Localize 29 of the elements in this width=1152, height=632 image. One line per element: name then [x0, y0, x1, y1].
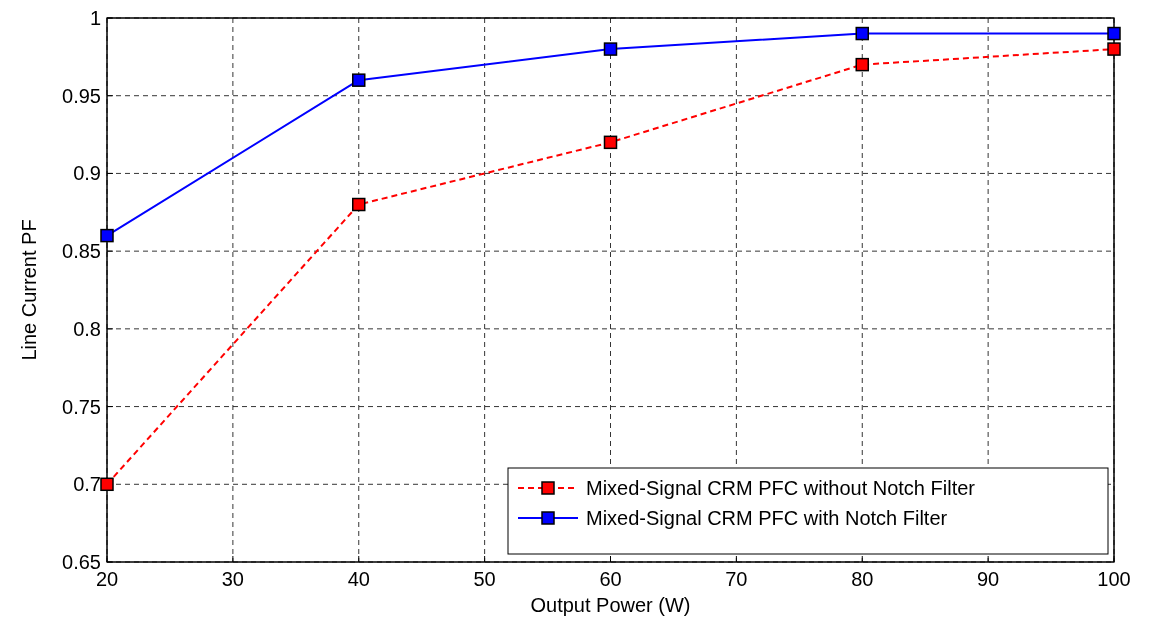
x-tick-label: 40: [347, 568, 370, 590]
point: [1107, 42, 1121, 56]
legend-label: Mixed-Signal CRM PFC with Notch Filter: [586, 507, 948, 529]
y-tick-label: 0.95: [62, 84, 101, 107]
y-tick-label: 0.8: [73, 317, 101, 340]
x-axis-title: Output Power (W): [530, 594, 691, 616]
y-tick-label: 1: [89, 7, 101, 29]
point: [855, 57, 869, 72]
point: [603, 135, 618, 150]
y-tick-label: 0.85: [62, 240, 101, 263]
point: [352, 197, 366, 212]
point: [100, 477, 114, 492]
point: [100, 228, 114, 243]
legend-label: Mixed-Signal CRM PFC without Notch Filter: [586, 477, 976, 499]
y-tick-label: 0.9: [73, 162, 101, 185]
point: [352, 73, 366, 87]
x-tick-label: 90: [977, 568, 1000, 590]
x-tick-label: 100: [1097, 568, 1131, 590]
y-tick-label: 0.75: [62, 395, 101, 418]
x-tick-label: 60: [599, 568, 622, 590]
x-tick-label: 80: [851, 568, 874, 590]
x-tick-label: 30: [221, 568, 244, 590]
point: [603, 42, 618, 56]
y-axis-title: Line Current PF: [18, 219, 40, 361]
x-tick-label: 50: [473, 568, 496, 590]
point: [855, 26, 869, 41]
x-tick-label: 70: [725, 568, 748, 590]
point: [1107, 26, 1121, 41]
y-tick-label: 0.7: [73, 473, 101, 496]
